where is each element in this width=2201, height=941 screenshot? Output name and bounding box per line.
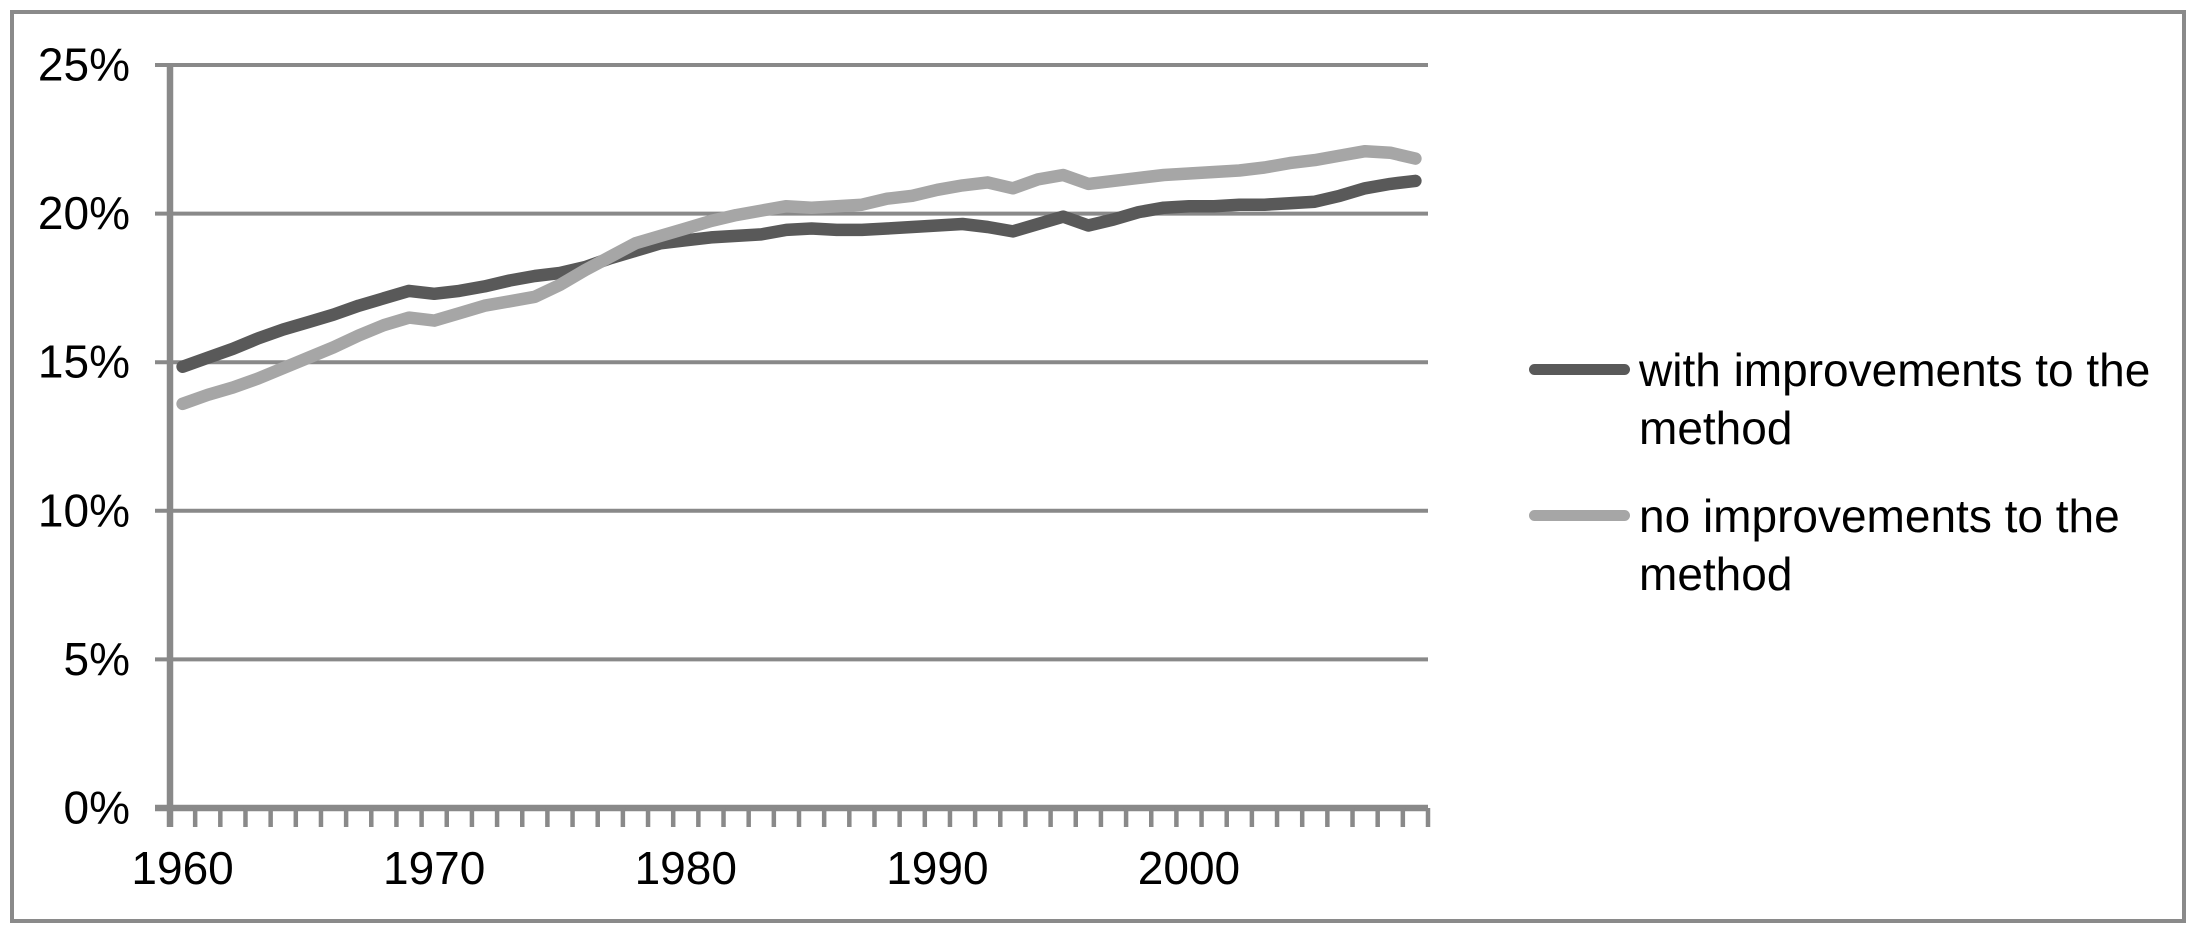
legend-label-no-improvements: no improvements to the method xyxy=(1639,490,2120,600)
y-axis-label: 15% xyxy=(38,336,130,388)
y-axis-label: 25% xyxy=(38,39,130,91)
x-axis-label: 2000 xyxy=(1138,842,1240,894)
y-axis-label: 20% xyxy=(38,187,130,239)
y-axis-label: 10% xyxy=(38,484,130,536)
x-axis-label: 1980 xyxy=(635,842,737,894)
legend-entry-no-improvements: no improvements to the method xyxy=(1529,487,2184,603)
series-line-with-improvements xyxy=(176,174,1422,373)
legend-label-with-improvements: with improvements to the method xyxy=(1639,344,2151,454)
x-axis-label: 1970 xyxy=(383,842,485,894)
legend-marker-with-improvements-icon xyxy=(1529,364,1630,375)
legend-entry-with-improvements: with improvements to the method xyxy=(1529,341,2184,457)
x-axis-label: 1990 xyxy=(886,842,988,894)
legend-marker-no-improvements-icon xyxy=(1529,510,1630,521)
legend: with improvements to the method no impro… xyxy=(1529,341,2184,603)
y-axis-label: 0% xyxy=(64,782,130,834)
x-axis-label: 1960 xyxy=(131,842,233,894)
series-line-no-improvements xyxy=(176,144,1422,411)
y-axis-label: 5% xyxy=(64,633,130,685)
